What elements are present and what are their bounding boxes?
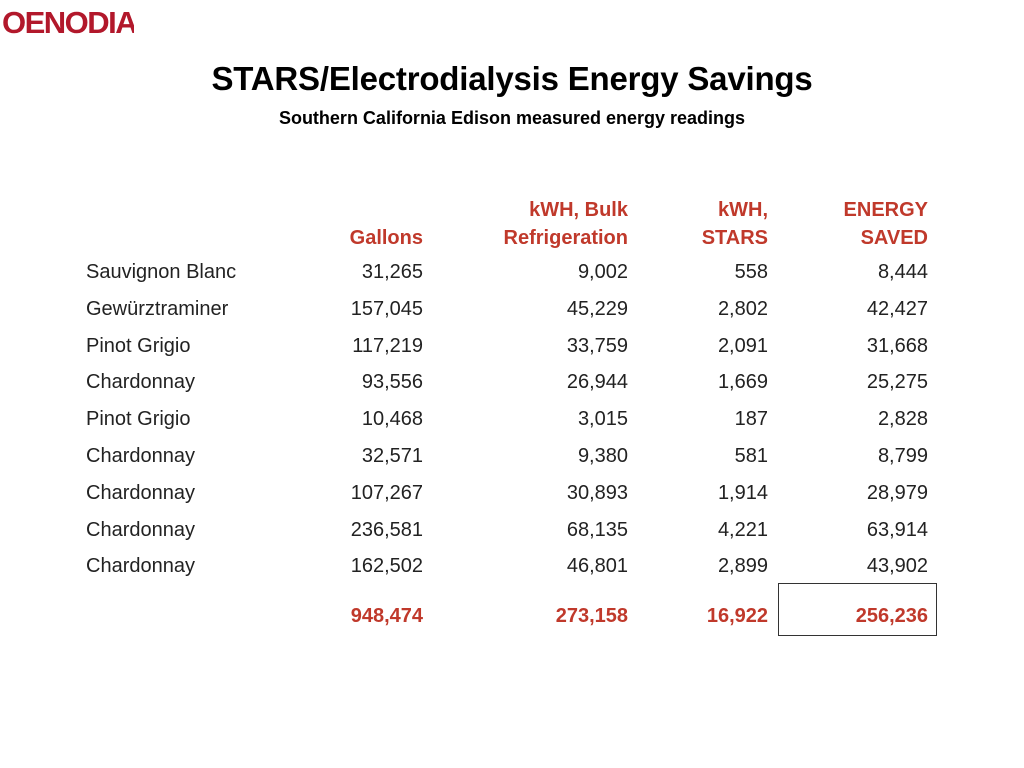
header-stars: kWH, STARS	[701, 199, 768, 249]
saved-kwh-cell: 8,799	[877, 445, 928, 467]
saved-kwh-cell: 31,668	[866, 334, 928, 357]
saved-kwh-cell: 63,914	[866, 518, 928, 541]
stars-kwh-cell: 1,914	[717, 481, 768, 504]
total-gallons: 948,474	[350, 605, 423, 627]
wine-name: Chardonnay	[86, 481, 195, 504]
table-row: Pinot Grigio 10,468 3,015 187 2,828	[86, 401, 946, 438]
gallons-cell: 10,468	[361, 408, 423, 431]
saved-kwh-cell: 42,427	[866, 297, 928, 320]
stars-kwh-cell: 581	[734, 445, 768, 467]
header-gallons: Gallons	[349, 227, 423, 249]
gallons-cell: 107,267	[350, 481, 423, 504]
slide-subtitle: Southern California Edison measured ener…	[278, 108, 746, 128]
table-row: Chardonnay 236,581 68,135 4,221 63,914	[86, 512, 946, 549]
wine-name: Gewürztraminer	[86, 297, 229, 320]
bulk-kwh-cell: 9,380	[577, 445, 628, 467]
wine-name: Pinot Grigio	[86, 334, 191, 357]
gallons-cell: 157,045	[350, 297, 423, 320]
stars-kwh-cell: 1,669	[717, 371, 768, 394]
stars-kwh-cell: 187	[734, 408, 768, 431]
table-row: Chardonnay 162,502 46,801 2,899 43,902	[86, 548, 946, 585]
saved-kwh-cell: 43,902	[866, 555, 928, 578]
bulk-kwh-cell: 30,893	[566, 481, 628, 504]
saved-kwh-cell: 8,444	[877, 261, 928, 283]
wine-name: Chardonnay	[86, 371, 195, 394]
gallons-cell: 93,556	[361, 371, 423, 394]
saved-kwh-cell: 25,275	[866, 371, 928, 394]
table-row: Chardonnay 93,556 26,944 1,669 25,275	[86, 364, 946, 401]
total-saved-box	[778, 583, 937, 636]
table-row: Chardonnay 32,571 9,380 581 8,799	[86, 438, 946, 475]
gallons-cell: 162,502	[350, 555, 423, 578]
gallons-cell: 32,571	[361, 445, 423, 467]
header-energy-saved: ENERGY SAVED	[843, 199, 928, 249]
table-row: Sauvignon Blanc 31,265 9,002 558 8,444	[86, 254, 946, 291]
stars-kwh-cell: 2,899	[717, 555, 768, 578]
slide-title: STARS/Electrodialysis Energy Savings	[211, 60, 813, 97]
logo-text: OENODIA	[2, 5, 134, 38]
bulk-kwh-cell: 3,015	[577, 408, 628, 431]
bulk-kwh-cell: 33,759	[566, 334, 628, 357]
stars-kwh-cell: 558	[734, 261, 768, 283]
table-row: Gewürztraminer 157,045 45,229 2,802 42,427	[86, 291, 946, 328]
wine-name: Chardonnay	[86, 445, 195, 467]
stars-kwh-cell: 2,091	[717, 334, 768, 357]
total-saved: 256,236	[855, 605, 928, 627]
wine-name: Chardonnay	[86, 555, 195, 578]
bulk-kwh-cell: 45,229	[566, 297, 628, 320]
oenodia-logo: OENODIA	[2, 5, 134, 38]
stars-kwh-cell: 4,221	[717, 518, 768, 541]
saved-kwh-cell: 28,979	[866, 481, 928, 504]
gallons-cell: 236,581	[350, 518, 423, 541]
gallons-cell: 117,219	[352, 334, 423, 357]
wine-name: Pinot Grigio	[86, 408, 191, 431]
total-bulk: 273,158	[555, 605, 628, 627]
wine-name: Sauvignon Blanc	[86, 261, 237, 283]
bulk-kwh-cell: 46,801	[566, 555, 628, 578]
bulk-kwh-cell: 9,002	[577, 261, 628, 283]
bulk-kwh-cell: 26,944	[566, 371, 628, 394]
totals-row: 948,474 273,158 16,922 256,236	[86, 598, 946, 635]
stars-kwh-cell: 2,802	[717, 297, 768, 320]
bulk-kwh-cell: 68,135	[566, 518, 628, 541]
gallons-cell: 31,265	[361, 261, 423, 283]
saved-kwh-cell: 2,828	[877, 408, 928, 431]
table-row: Pinot Grigio 117,219 33,759 2,091 31,668	[86, 328, 946, 365]
wine-name: Chardonnay	[86, 518, 195, 541]
header-bulk-refrigeration: kWH, Bulk Refrigeration	[503, 199, 628, 249]
table-row: Chardonnay 107,267 30,893 1,914 28,979	[86, 475, 946, 512]
total-stars: 16,922	[706, 605, 768, 627]
